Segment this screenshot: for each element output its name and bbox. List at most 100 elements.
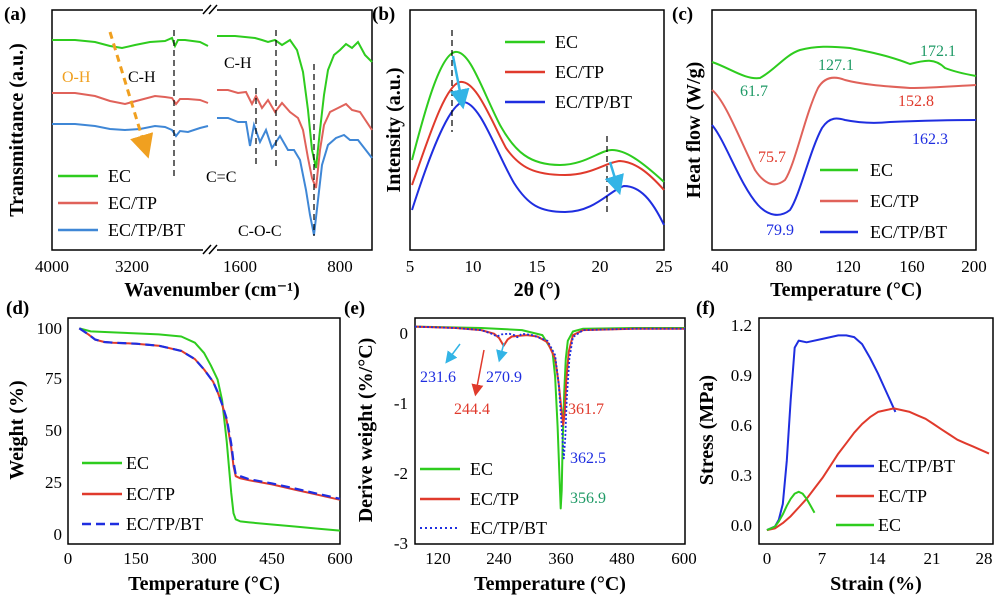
y-axis-label-d: Weight (%) <box>6 380 28 479</box>
x-tick-label: 0 <box>763 549 772 568</box>
legend-label-ec: EC <box>470 459 493 479</box>
x-axis-label-e: Temperature (°C) <box>474 573 626 595</box>
annotation-ch-1: C-H <box>128 69 156 86</box>
panel-d: (d) 0 25 50 75 100 0 150 300 450 600 EC … <box>6 298 353 595</box>
series-line-ec-tp <box>711 76 977 186</box>
y-axis-ticks-f: 1.2 0.9 0.6 0.3 0.0 <box>731 316 752 535</box>
oh-arrow <box>108 31 154 159</box>
axis-break-mark <box>202 4 212 15</box>
x-axis-ticks-d: 0 150 300 450 600 <box>64 549 353 568</box>
panel-c-label: (c) <box>672 4 693 25</box>
x-axis-label-d: Temperature (°C) <box>128 573 280 595</box>
y-tick-label: 0.9 <box>731 366 752 385</box>
panel-c-frame <box>711 9 977 251</box>
annotation-cc: C=C <box>206 169 236 186</box>
peak-label: 127.1 <box>818 57 854 74</box>
x-tick-label: 300 <box>191 549 217 568</box>
x-tick-label: 21 <box>924 549 941 568</box>
legend-label-ec-tp: EC/TP <box>108 193 157 213</box>
legend-label-ec-tp-bt: EC/TP/BT <box>108 220 185 240</box>
panel-d-frame <box>67 317 341 545</box>
peak-label: 61.7 <box>740 83 768 100</box>
panel-b: (b) EC EC/TP EC/TP/BT 5 10 15 20 25 2θ (… <box>372 4 673 301</box>
x-tick-label: 150 <box>123 549 149 568</box>
legend-label-ec: EC <box>555 32 578 52</box>
series-line-ec-tp-bt <box>411 100 665 226</box>
peak-label: 362.5 <box>570 450 606 467</box>
y-tick-label: 75 <box>45 369 62 388</box>
x-axis-label-a: Wavenumber (cm⁻¹) <box>124 279 300 301</box>
series-line-ec <box>766 490 816 532</box>
axis-break-mark <box>202 244 212 255</box>
x-axis-ticks-a: 4000 3200 1600 800 <box>35 257 353 276</box>
x-tick-label: 3200 <box>115 257 149 276</box>
y-axis-label-f: Stress (MPa) <box>696 375 718 485</box>
shift-arrow <box>604 161 624 196</box>
x-axis-ticks-b: 5 10 15 20 25 <box>406 257 673 276</box>
panel-b-label: (b) <box>372 4 395 25</box>
x-tick-label: 80 <box>776 257 793 276</box>
peak-label: 152.8 <box>898 93 934 110</box>
annotation-ch-2: C-H <box>224 55 252 72</box>
x-tick-label: 160 <box>899 257 925 276</box>
series-line-ec-tp-bt <box>414 325 685 460</box>
x-tick-label: 15 <box>529 257 546 276</box>
y-axis-ticks-d: 0 25 50 75 100 <box>37 319 63 544</box>
y-tick-label: 100 <box>37 319 63 338</box>
y-tick-label: -3 <box>394 534 408 553</box>
series-line-ec-tp-bt <box>52 117 373 236</box>
annotation-coc: C-O-C <box>238 223 282 240</box>
legend-label-ec-tp-bt: EC/TP/BT <box>126 514 203 534</box>
y-tick-label: 1.2 <box>731 316 752 335</box>
x-axis-ticks-c: 40 80 120 160 200 <box>712 257 987 276</box>
y-tick-label: 0 <box>400 324 409 343</box>
panel-f-label: (f) <box>696 298 715 319</box>
panel-a-label: (a) <box>4 4 26 25</box>
peak-label: 75.7 <box>758 149 786 166</box>
legend-label-ec-tp-bt: EC/TP/BT <box>555 92 632 112</box>
x-axis-label-f: Strain (%) <box>830 573 922 595</box>
y-tick-label: 50 <box>45 421 62 440</box>
peak-label: 231.6 <box>420 369 456 386</box>
x-axis-ticks-f: 0 7 14 21 28 <box>763 549 993 568</box>
y-axis-label-b: Intensity (a.u.) <box>383 67 405 192</box>
legend-label-ec-tp: EC/TP <box>555 62 604 82</box>
peak-label: 244.4 <box>454 401 490 418</box>
series-line-ec-tp <box>414 325 685 426</box>
x-tick-label: 0 <box>64 549 73 568</box>
x-tick-label: 800 <box>327 257 353 276</box>
legend-label-ec-tp: EC/TP <box>878 486 927 506</box>
x-tick-label: 120 <box>425 549 451 568</box>
series-line-ec-tp <box>411 81 665 191</box>
y-tick-label: -2 <box>394 464 408 483</box>
x-axis-label-b: 2θ (°) <box>514 279 561 301</box>
series-line-ec <box>411 51 665 183</box>
y-tick-label: 0.3 <box>731 466 752 485</box>
legend-label-ec-tp-bt: EC/TP/BT <box>870 222 947 242</box>
x-tick-label: 450 <box>259 549 285 568</box>
x-tick-label: 360 <box>548 549 574 568</box>
x-tick-label: 10 <box>465 257 482 276</box>
panel-e-frame <box>414 317 686 545</box>
series-line-ec <box>52 35 373 169</box>
x-tick-label: 240 <box>486 549 512 568</box>
y-tick-label: -1 <box>394 394 408 413</box>
callout-arrow <box>445 343 461 364</box>
x-tick-label: 600 <box>327 549 353 568</box>
legend-label-ec-tp: EC/TP <box>126 484 175 504</box>
x-tick-label: 4000 <box>35 257 69 276</box>
panel-e-label: (e) <box>344 298 365 319</box>
series-line-ec <box>711 45 977 80</box>
axis-break-bottom <box>203 244 217 256</box>
series-line-ec-tp <box>52 89 373 189</box>
x-tick-label: 5 <box>406 257 415 276</box>
x-tick-label: 7 <box>818 549 827 568</box>
series-line-ec-tp-bt <box>711 117 977 216</box>
y-axis-label-c: Heat flow (W/g) <box>683 62 705 199</box>
x-tick-label: 40 <box>712 257 729 276</box>
y-axis-ticks-e: 0 -1 -2 -3 <box>394 324 408 553</box>
legend-label-ec-tp: EC/TP <box>870 191 919 211</box>
series-line-ec-tp-bt <box>766 334 897 532</box>
panel-e: (e) 0 -1 -2 -3 120 240 360 480 600 231.6… <box>344 298 697 595</box>
x-tick-label: 25 <box>656 257 673 276</box>
